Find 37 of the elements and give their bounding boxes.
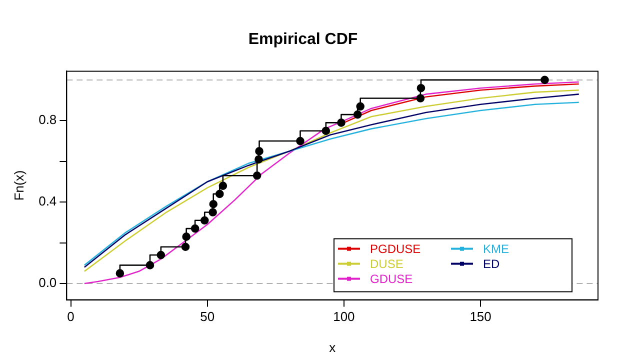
point (252, 171, 262, 180)
point (182, 232, 190, 241)
point (190, 224, 200, 233)
point (337, 118, 346, 127)
legend-label: GDUSE (370, 272, 413, 286)
point (322, 126, 330, 135)
x-tick-label: 50 (200, 309, 215, 324)
y-axis-title: Fn(x) (11, 170, 26, 201)
legend-label: PGDUSE (370, 242, 421, 256)
y-tick-label: 0.8 (38, 112, 57, 128)
point (181, 242, 190, 252)
point (146, 261, 154, 270)
point (116, 269, 124, 278)
point (416, 94, 425, 102)
legend-label: DUSE (370, 257, 404, 272)
point (353, 110, 362, 119)
point (200, 216, 209, 225)
chart-title: Empirical CDF (248, 31, 358, 48)
point (356, 102, 364, 111)
x-tick-label: 150 (470, 309, 492, 324)
legend-label: KME (483, 242, 510, 256)
point (255, 147, 264, 156)
point (209, 200, 218, 208)
point (208, 208, 217, 216)
point (540, 76, 549, 84)
point (216, 190, 224, 198)
y-tick-label: 0.4 (38, 194, 57, 209)
point (416, 84, 426, 92)
point (218, 182, 228, 190)
point (296, 136, 304, 146)
point (254, 155, 263, 164)
x-tick-label: 0 (67, 309, 74, 324)
point (156, 250, 166, 260)
x-axis-title: x (329, 340, 336, 355)
x-tick-label: 100 (333, 309, 355, 324)
y-tick-label: 0.0 (38, 275, 57, 290)
legend-label: ED (483, 257, 500, 272)
